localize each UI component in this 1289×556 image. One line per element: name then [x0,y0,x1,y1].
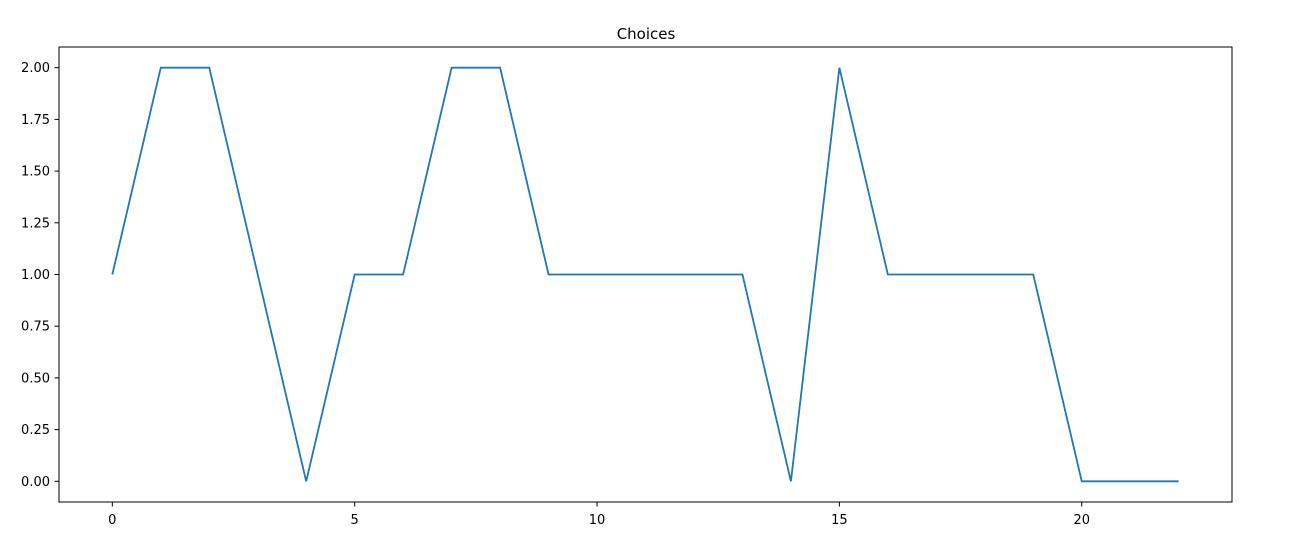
y-tick-label: 1.25 [21,216,50,231]
y-tick-label: 0.50 [21,371,50,386]
x-tick-label: 5 [351,513,359,528]
x-tick-label: 10 [589,513,606,528]
y-tick-label: 0.75 [21,320,50,335]
y-tick-label: 2.00 [21,61,50,76]
y-tick-label: 0.00 [21,475,50,490]
y-tick-label: 0.25 [21,423,50,438]
x-tick-label: 0 [108,513,116,528]
y-tick-label: 1.00 [21,268,50,283]
x-tick-label: 20 [1073,513,1090,528]
x-tick-label: 15 [831,513,848,528]
chart-title: Choices [617,25,676,43]
y-tick-label: 1.75 [21,113,50,128]
y-tick-label: 1.50 [21,165,50,180]
series-line-0 [111,66,1179,483]
plot-area: 0 5 10 15 20 0.00 0.25 0.50 0.75 1.00 1.25 1.50 1.75… [21,46,1233,528]
